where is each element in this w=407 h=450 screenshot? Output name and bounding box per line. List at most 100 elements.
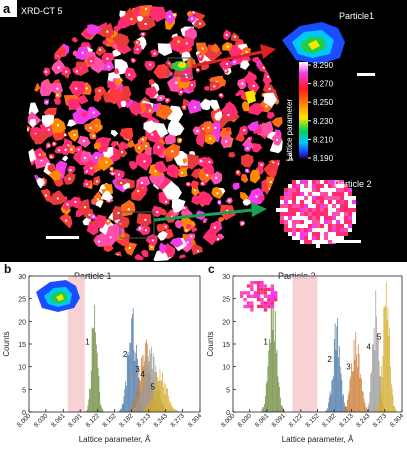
x-tick-label: 8.273	[170, 412, 187, 429]
grain-speck	[83, 156, 86, 159]
x-tick-label: 8.243	[153, 412, 170, 429]
particle2-pixel	[320, 236, 324, 240]
hist-bar	[133, 350, 135, 412]
hist-bar	[139, 395, 141, 412]
thumb-pixel	[263, 304, 268, 309]
grain-speck	[141, 181, 144, 184]
particle2-pixel	[336, 188, 340, 192]
particle2-scale-bar	[332, 240, 361, 243]
panel-a-letter-box	[0, 0, 17, 17]
hist-bar	[369, 392, 371, 412]
hist-bar	[130, 343, 132, 412]
hist-bar	[141, 410, 143, 412]
particle2-arrow	[153, 202, 267, 222]
grain-speck	[27, 128, 29, 131]
hist-bar	[336, 326, 338, 412]
particle2-pixel	[284, 200, 288, 204]
particle2-pixel	[288, 192, 292, 196]
particle2-pixel	[300, 196, 304, 200]
particle2-pixel	[300, 188, 304, 192]
thumb-pixel	[257, 308, 261, 312]
particle2-pixel	[296, 200, 300, 204]
grain	[95, 124, 103, 132]
grain-speck	[209, 137, 212, 140]
hist-bar	[267, 366, 269, 412]
grain	[159, 242, 167, 254]
hist-bar	[170, 401, 172, 412]
grain	[197, 191, 214, 206]
particle2-pixel	[332, 200, 336, 204]
hist-bar	[284, 410, 285, 412]
grain	[185, 79, 197, 92]
grain-speck	[40, 159, 43, 162]
particle2-pixel	[300, 204, 304, 208]
hist-bar	[390, 366, 391, 412]
grain-speck	[271, 134, 274, 137]
grain	[128, 100, 143, 116]
particle2-pixel	[348, 228, 352, 232]
particle2-pixel	[292, 180, 296, 184]
hist-bar	[339, 366, 341, 412]
hist-bar	[282, 407, 284, 412]
hist-bar	[366, 407, 367, 412]
colorbar-tick-label: 8.290	[313, 61, 334, 70]
thumb-pixel	[260, 287, 264, 292]
grain-speck	[108, 199, 111, 202]
hist-bar	[262, 407, 264, 412]
grain	[112, 44, 118, 49]
particle2-pixel	[292, 208, 296, 212]
thumb-pixel	[250, 294, 254, 298]
particle2-pixel	[328, 200, 332, 204]
particle2-pixel	[316, 224, 320, 228]
hist-bar	[99, 392, 101, 412]
y-tick-label: 20	[222, 319, 230, 326]
grain-speck	[213, 226, 216, 229]
colorbar-tick-label: 8.190	[313, 154, 334, 163]
hist-bar	[367, 405, 369, 412]
hist-bar	[162, 387, 164, 412]
thumb-pixel	[253, 291, 257, 295]
grain-speck	[90, 167, 93, 170]
particle2-pixel	[304, 180, 308, 184]
y-axis-label: Counts	[206, 331, 215, 356]
particle2-pixel	[312, 236, 316, 240]
colorbar-tick-label: 8.210	[313, 135, 334, 144]
particle2-pixel	[336, 204, 340, 208]
hist-bar	[379, 375, 381, 412]
grain	[196, 134, 205, 148]
thumb-pixel	[250, 304, 254, 309]
hist-bar	[128, 410, 130, 412]
grain	[185, 223, 192, 229]
particle2-pixel	[308, 224, 312, 228]
grain-speck	[166, 99, 169, 102]
hist-bar	[382, 356, 384, 412]
grain-speck	[192, 11, 195, 14]
grain-speck	[73, 134, 76, 137]
grain	[242, 100, 250, 112]
grain	[240, 60, 250, 70]
grain	[156, 223, 166, 232]
grain	[204, 85, 210, 91]
particle2-pixel	[304, 200, 308, 204]
grain	[187, 233, 196, 242]
grain	[218, 59, 232, 69]
grain-speck	[68, 177, 71, 180]
hist-bar	[126, 354, 128, 412]
hist-bar	[152, 353, 154, 412]
thumb-yellow	[56, 294, 64, 301]
grain	[182, 98, 190, 108]
grain-speck	[265, 105, 268, 108]
thumb-pixel	[274, 294, 278, 298]
particle2-pixel	[332, 228, 336, 232]
particle2-pixel	[340, 208, 344, 212]
particle2-pixel	[312, 232, 316, 236]
grain-speck	[110, 167, 113, 170]
hist-bar	[366, 410, 367, 412]
grain-speck	[144, 229, 147, 232]
hist-bar	[330, 394, 332, 412]
thumb-pixel	[263, 298, 268, 302]
particle2-pixel	[352, 216, 356, 220]
particle2-pixel	[344, 224, 348, 228]
grain	[140, 249, 149, 258]
hist-bar	[173, 408, 174, 412]
